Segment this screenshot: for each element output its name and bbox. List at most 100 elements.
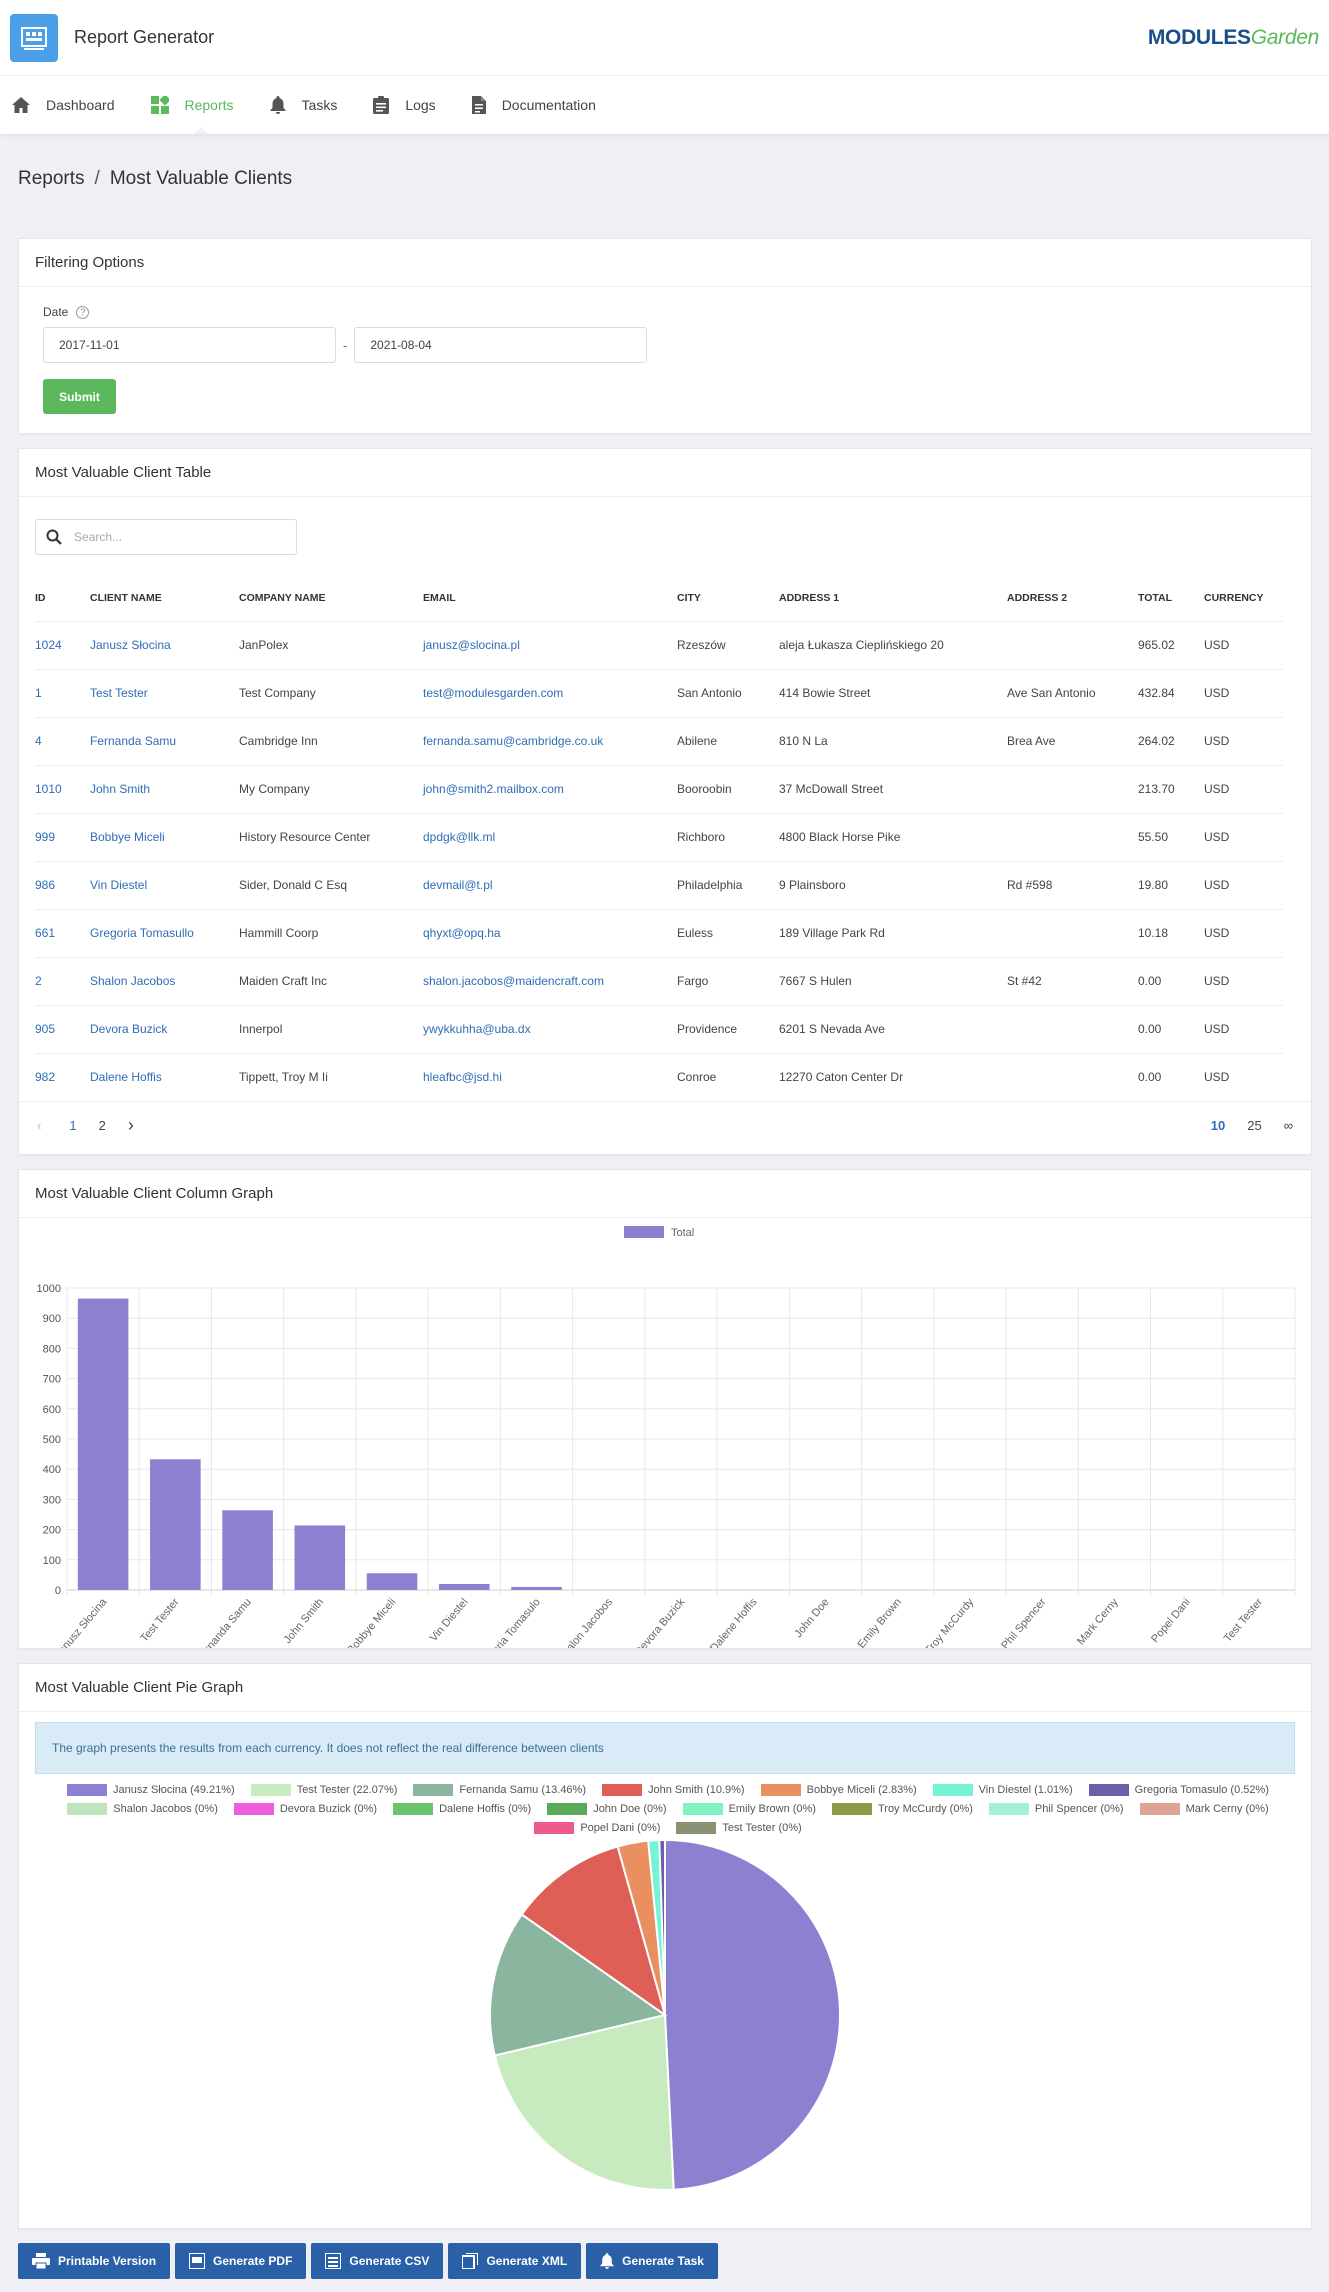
cell-email[interactable]: dpdgk@llk.ml [423,812,677,861]
page-2[interactable]: 2 [98,1118,106,1133]
bar[interactable] [150,1459,201,1590]
cell-id[interactable]: 1 [35,668,90,717]
search-input[interactable]: Search... [35,519,297,555]
column-header[interactable]: ID [35,591,46,604]
legend-item[interactable]: Emily Brown (0%) [682,1803,816,1815]
nav-dashboard[interactable]: Dashboard [12,76,115,134]
bar[interactable] [366,1573,418,1590]
cell-email[interactable]: janusz@slocina.pl [423,620,677,669]
cell-id[interactable]: 4 [35,716,90,765]
page-size-all[interactable]: ∞ [1283,1118,1293,1133]
legend-item[interactable]: Mark Cerny (0%) [1139,1803,1269,1815]
nav-tasks[interactable]: Tasks [270,76,337,134]
page-size-10[interactable]: 10 [1210,1118,1226,1133]
cell-client-name[interactable]: Vin Diestel [90,860,239,909]
column-header[interactable]: ADDRESS 2 [1007,591,1068,604]
pie-slice[interactable] [489,1913,668,2057]
nav-logs[interactable]: Logs [373,76,436,134]
legend-item[interactable]: Test Tester (0%) [676,1822,802,1834]
app-logo-icon[interactable] [10,13,58,62]
cell-client-name[interactable]: John Smith [90,764,239,813]
help-icon[interactable]: ? [76,305,90,319]
legend-item[interactable]: Gregoria Tomasulo (0.52%) [1088,1784,1269,1796]
cell-email[interactable]: devmail@t.pl [423,860,677,909]
legend-item[interactable]: Popel Dani (0%) [534,1822,660,1834]
cell-id[interactable]: 1024 [35,620,90,669]
breadcrumb-parent[interactable]: Reports [18,168,85,189]
generate-csv-button[interactable]: Generate CSV [311,2243,444,2279]
pie-slice[interactable] [493,2013,675,2191]
cell-client-name[interactable]: Gregoria Tomasullo [90,908,239,957]
bar[interactable] [77,1298,129,1590]
cell-client-name[interactable]: Bobbye Miceli [90,812,239,861]
cell-client-name[interactable]: Janusz Słocina [90,620,239,669]
bar[interactable] [511,1586,562,1590]
cell-email[interactable]: shalon.jacobos@maidencraft.com [423,956,677,1005]
printable-version-button[interactable]: Printable Version [18,2243,171,2279]
cell-client-name[interactable]: Dalene Hoffis [90,1052,239,1101]
page-1[interactable]: 1 [69,1118,77,1133]
cell-email[interactable]: hleafbc@jsd.hi [423,1052,677,1101]
table-row: 999 Bobbye Miceli History Resource Center d… [35,812,1283,861]
cell-email[interactable]: john@smith2.mailbox.com [423,764,677,813]
next-page-icon[interactable]: › [127,1115,134,1135]
date-to-input[interactable]: 2021-08-04 [354,327,648,363]
cell-id[interactable]: 986 [35,860,90,909]
column-header[interactable]: CLIENT NAME [90,591,162,604]
nav-reports[interactable]: Reports [150,76,234,134]
pie-slice[interactable] [658,1838,666,2016]
cell-client-name[interactable]: Fernanda Samu [90,716,239,765]
legend-item[interactable]: Shalon Jacobos (0%) [67,1803,218,1815]
cell-email[interactable]: qhyxt@opq.ha [423,908,677,957]
y-tick-label: 300 [43,1494,61,1506]
legend-item[interactable]: Vin Diestel (1.01%) [932,1784,1073,1796]
column-header[interactable]: EMAIL [423,591,456,604]
legend-swatch [393,1803,434,1815]
column-header[interactable]: CURRENCY [1204,591,1264,604]
legend-item[interactable]: John Smith (10.9%) [602,1784,745,1796]
legend-item[interactable]: John Doe (0%) [547,1803,667,1815]
legend-item[interactable]: Fernanda Samu (13.46%) [413,1784,586,1796]
legend-item[interactable]: Phil Spencer (0%) [988,1803,1124,1815]
page-size-25[interactable]: 25 [1247,1118,1262,1133]
cell-id[interactable]: 982 [35,1052,90,1101]
column-header[interactable]: CITY [677,591,701,604]
legend-item[interactable]: Troy McCurdy (0%) [831,1803,973,1815]
cell-id[interactable]: 999 [35,812,90,861]
legend-swatch [250,1784,291,1796]
legend-swatch [547,1803,588,1815]
cell-id[interactable]: 2 [35,956,90,1005]
legend-item[interactable]: Test Tester (22.07%) [250,1784,397,1796]
legend-item[interactable]: Devora Buzick (0%) [233,1803,377,1815]
nav-documentation[interactable]: Documentation [471,76,596,134]
legend-item[interactable]: Janusz Słocina (49.21%) [67,1784,235,1796]
bar[interactable] [222,1510,273,1590]
bar[interactable] [294,1525,346,1590]
cell-id[interactable]: 1010 [35,764,90,813]
cell-id[interactable]: 661 [35,908,90,957]
legend-item[interactable]: Dalene Hoffis (0%) [393,1803,531,1815]
legend-item[interactable]: Bobbye Miceli (2.83%) [760,1784,917,1796]
submit-button[interactable]: Submit [43,379,116,414]
cell-client-name[interactable]: Shalon Jacobos [90,956,239,1005]
cell-client-name[interactable]: Test Tester [90,668,239,717]
bar[interactable] [439,1584,490,1590]
column-header[interactable]: COMPANY NAME [239,591,326,604]
cell-email[interactable]: test@modulesgarden.com [423,668,677,717]
column-header[interactable]: TOTAL [1138,591,1173,604]
generate-pdf-button[interactable]: Generate PDF [175,2243,307,2279]
xml-icon [462,2253,479,2269]
prev-page-icon[interactable]: ‹ [37,1118,42,1133]
cell-email[interactable]: ywykkuhha@uba.dx [423,1004,677,1053]
pie-graph-panel: Most Valuable Client Pie Graph The graph… [18,1663,1312,2229]
date-from-input[interactable]: 2017-11-01 [43,327,336,363]
pie-slice[interactable] [664,1838,841,2191]
cell-email[interactable]: fernanda.samu@cambridge.co.uk [423,716,677,765]
cell-id[interactable]: 905 [35,1004,90,1053]
column-header[interactable]: ADDRESS 1 [779,591,840,604]
cell-currency: USD [1204,1004,1283,1053]
legend-label: Mark Cerny (0%) [1185,1803,1269,1815]
cell-client-name[interactable]: Devora Buzick [90,1004,239,1053]
generate-task-button[interactable]: Generate Task [586,2243,718,2279]
generate-xml-button[interactable]: Generate XML [448,2243,582,2279]
